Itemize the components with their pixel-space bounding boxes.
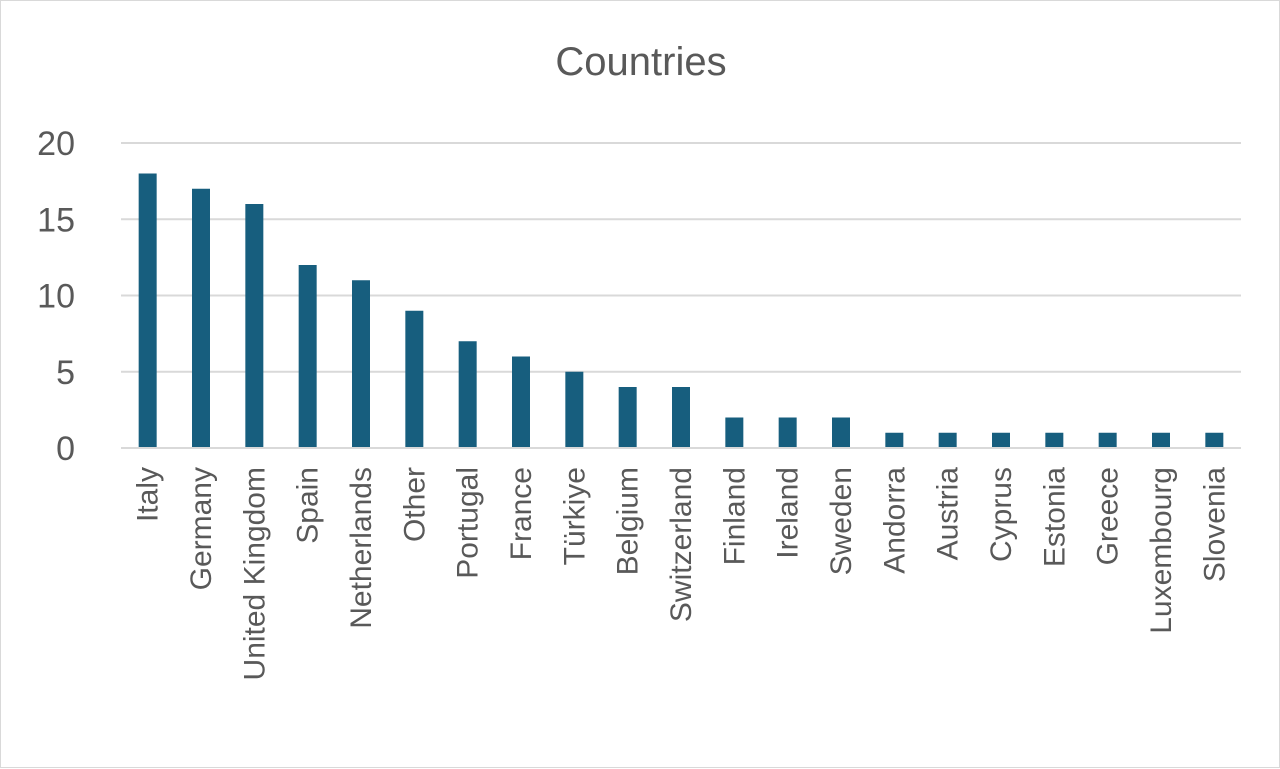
bar-slovenia [1205,432,1224,448]
bar-france [512,356,530,448]
y-tick-label: 10 [37,278,75,316]
x-tick-label: Luxembourg [1145,467,1178,634]
x-tick-label: Finland [718,467,751,565]
bars [138,173,1224,448]
x-tick-label: Ireland [772,467,805,559]
bar-andorra [885,432,904,448]
bar-ireland [778,417,797,448]
bar-belgium [618,387,637,448]
x-tick-label: Sweden [825,467,858,575]
bar-türkiye [565,371,584,448]
y-tick-label: 15 [37,201,75,239]
bar-portugal [458,341,477,448]
x-tick-label: Slovenia [1198,467,1231,582]
x-tick-label: Germany [185,467,218,590]
bar-netherlands [352,280,370,448]
bar-germany [192,188,210,448]
x-tick-label: United Kingdom [238,467,271,680]
gridlines [121,142,1241,373]
bar-sweden [832,417,850,448]
bar-italy [138,173,157,448]
x-tick-label: Spain [292,467,325,544]
x-tick-label: Switzerland [665,467,698,622]
x-axis-tick-labels: Italy Germany United Kingdom Spain Netherlan… [132,467,1232,681]
x-tick-label: Italy [132,467,165,522]
x-tick-label: Portugal [452,467,485,579]
y-tick-label: 5 [56,354,75,392]
x-tick-label: Belgium [612,467,645,575]
x-tick-label: Türkiye [558,467,591,565]
x-tick-label: Estonia [1038,467,1071,567]
x-tick-label: France [505,467,538,560]
y-tick-label: 0 [56,430,75,468]
bar-finland [725,417,744,448]
x-tick-label: Other [398,467,431,542]
x-tick-label: Austria [932,467,965,561]
bar-austria [938,432,957,448]
chart-title: Countries [555,40,726,84]
bar-united-kingdom [245,204,264,448]
y-axis-tick-labels: 0 5 10 15 20 [37,125,75,468]
x-tick-label: Netherlands [345,467,378,629]
bar-greece [1098,432,1117,448]
bar-cyprus [992,432,1010,448]
bar-estonia [1045,432,1064,448]
bar-other [405,310,424,448]
bar-spain [298,265,317,448]
y-tick-label: 20 [37,125,75,163]
bar-switzerland [672,387,690,448]
x-tick-label: Cyprus [985,467,1018,562]
x-tick-label: Greece [1092,467,1125,565]
x-tick-label: Andorra [878,467,911,574]
bar-luxembourg [1152,432,1170,448]
